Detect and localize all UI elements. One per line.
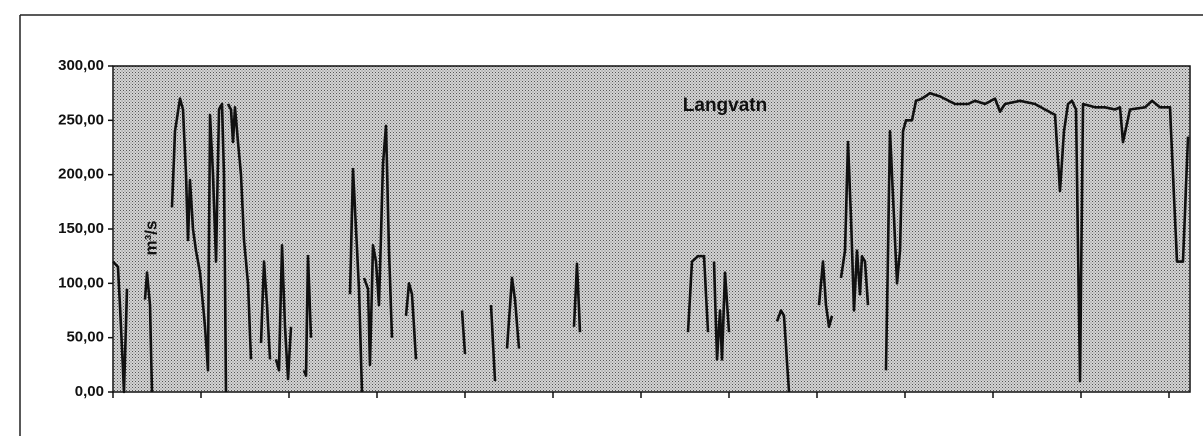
y-tick-label: 250,00 (58, 111, 104, 128)
y-tick-label: 100,00 (58, 274, 104, 291)
y-tick-label: 50,00 (66, 329, 104, 346)
y-tick-label: 200,00 (58, 166, 104, 183)
plot-area (112, 65, 1191, 393)
y-tick-label: 300,00 (58, 57, 104, 74)
y-tick-label: 0,00 (75, 383, 104, 400)
data-line (112, 91, 1190, 394)
y-tick-label: 150,00 (58, 220, 104, 237)
chart-title: Langvatn (683, 95, 767, 116)
y-axis-label: m³/s (141, 221, 160, 256)
